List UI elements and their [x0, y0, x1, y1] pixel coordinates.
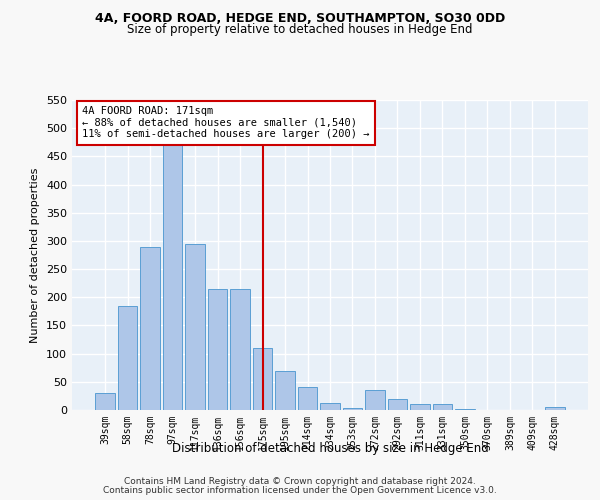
- Bar: [455, 409, 475, 410]
- Text: Distribution of detached houses by size in Hedge End: Distribution of detached houses by size …: [172, 442, 488, 455]
- Text: Size of property relative to detached houses in Hedge End: Size of property relative to detached ho…: [127, 22, 473, 36]
- Bar: [275, 370, 295, 410]
- Bar: [343, 408, 362, 410]
- Bar: [388, 398, 407, 410]
- Bar: [410, 404, 430, 410]
- Bar: [185, 244, 205, 410]
- Text: 4A, FOORD ROAD, HEDGE END, SOUTHAMPTON, SO30 0DD: 4A, FOORD ROAD, HEDGE END, SOUTHAMPTON, …: [95, 12, 505, 26]
- Bar: [95, 393, 115, 410]
- Y-axis label: Number of detached properties: Number of detached properties: [31, 168, 40, 342]
- Text: 4A FOORD ROAD: 171sqm
← 88% of detached houses are smaller (1,540)
11% of semi-d: 4A FOORD ROAD: 171sqm ← 88% of detached …: [82, 106, 370, 140]
- Bar: [433, 404, 452, 410]
- Text: Contains HM Land Registry data © Crown copyright and database right 2024.: Contains HM Land Registry data © Crown c…: [124, 477, 476, 486]
- Bar: [253, 348, 272, 410]
- Bar: [163, 140, 182, 410]
- Bar: [298, 388, 317, 410]
- Bar: [230, 289, 250, 410]
- Bar: [140, 246, 160, 410]
- Text: Contains public sector information licensed under the Open Government Licence v3: Contains public sector information licen…: [103, 486, 497, 495]
- Bar: [118, 306, 137, 410]
- Bar: [320, 402, 340, 410]
- Bar: [365, 390, 385, 410]
- Bar: [545, 407, 565, 410]
- Bar: [208, 289, 227, 410]
